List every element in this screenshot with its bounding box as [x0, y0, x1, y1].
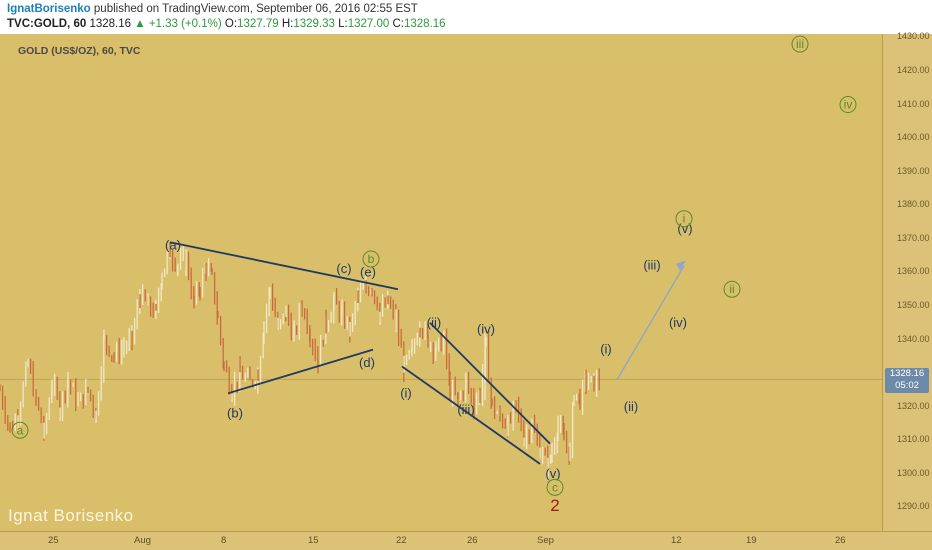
- time-axis[interactable]: 25 Aug 8 15 22 26 Sep 12 19 26: [0, 531, 932, 550]
- triangle-lower-line: [227, 348, 374, 395]
- open-value: 1327.79: [237, 18, 279, 30]
- price-tag-countdown: 05:02: [895, 380, 919, 391]
- price-tick: 1400.00: [897, 132, 930, 143]
- wave-label-blue: (i): [400, 385, 412, 400]
- author-link[interactable]: IgnatBorisenko: [7, 3, 91, 15]
- price-tick: 1310.00: [897, 434, 930, 445]
- triangle-upper-line: [169, 241, 399, 291]
- wave-label-green: c: [552, 480, 558, 494]
- projection-arrow-head: [676, 260, 686, 271]
- wave-label-green: iv: [844, 98, 853, 112]
- price-chart: (a) (b) (c) (d) (e) (i) (ii) (iii) (iv) (v) (i) (ii…: [0, 35, 882, 515]
- wave-circle-green: [723, 280, 741, 298]
- wave-label-blue: (i): [600, 342, 612, 357]
- time-tick: 19: [746, 535, 757, 546]
- price-tick: 1350.00: [897, 300, 930, 310]
- time-tick: 12: [671, 535, 682, 546]
- wave-label-green: b: [368, 252, 375, 266]
- wave-label-blue: (v): [545, 466, 560, 481]
- high-value: 1329.33: [293, 18, 335, 30]
- wave-circle-green: [839, 96, 857, 114]
- price-tag-value: 1328.16: [889, 368, 925, 379]
- author-watermark: Ignat Borisenko: [8, 506, 134, 525]
- wave-label-red: 2: [550, 496, 559, 515]
- price-tick: 1380.00: [897, 199, 930, 210]
- last-price: 1328.16: [89, 18, 132, 30]
- wave-label-blue: (iv): [477, 322, 495, 337]
- time-tick: 25: [48, 535, 59, 546]
- publish-text: published on TradingView.com, September …: [90, 3, 418, 15]
- price-tick: 1320.00: [897, 400, 930, 411]
- price-tick: 1370.00: [897, 232, 930, 243]
- open-label: O:: [224, 18, 238, 30]
- quote-line: TVC:GOLD, 60 1328.16 ▲ +1.33 (+0.1%) O:1…: [7, 18, 446, 30]
- wave-label-green: i: [683, 212, 686, 226]
- price-tick: 1290.00: [897, 501, 930, 512]
- wave-label-blue: (d): [359, 355, 375, 370]
- time-tick: Aug: [134, 535, 151, 546]
- price-tick: 1410.00: [897, 98, 930, 109]
- low-value: 1327.00: [347, 18, 390, 30]
- wave-label-blue: (e): [360, 264, 376, 279]
- channel-lower-line: [401, 365, 541, 465]
- chart-legend: GOLD (US$/OZ), 60, TVC: [18, 45, 141, 57]
- wave-circle-green: [546, 478, 564, 496]
- high-label: H:: [281, 18, 294, 30]
- time-tick: 26: [835, 535, 846, 546]
- plot-area[interactable]: (a) (b) (c) (d) (e) (i) (ii) (iii) (iv) (v) (i) (ii…: [0, 34, 882, 531]
- price-tick: 1340.00: [897, 333, 930, 344]
- price-tick: 1390.00: [897, 165, 930, 176]
- close-label: C:: [392, 18, 404, 30]
- wave-label-blue: (iv): [669, 315, 687, 330]
- close-value: 1328.16: [403, 18, 446, 30]
- price-tick: 1360.00: [897, 266, 930, 277]
- wave-label-green: ii: [729, 282, 734, 296]
- wave-label-blue: (b): [227, 405, 243, 420]
- wave-label-blue: (iii): [457, 402, 474, 417]
- price-axis[interactable]: 1430.00 1420.00 1410.00 1400.00 1390.00 1380.…: [882, 31, 932, 531]
- wave-label-blue: (ii): [624, 399, 638, 414]
- wave-label-blue: (a): [165, 238, 181, 253]
- wave-label-blue: (c): [336, 261, 351, 276]
- wave-label-green: iii: [796, 37, 804, 51]
- wave-label-blue: (ii): [427, 315, 441, 330]
- symbol-label[interactable]: TVC:GOLD, 60: [7, 18, 87, 30]
- time-tick: 8: [221, 535, 227, 546]
- change-up-icon: ▲: [134, 18, 146, 30]
- publish-line: IgnatBorisenko published on TradingView.…: [7, 3, 418, 15]
- wave-circle-green: [362, 250, 380, 268]
- projection-arrow-line: [616, 265, 685, 381]
- wave-circle-green: [791, 35, 809, 53]
- wave-circle-green: [675, 210, 693, 228]
- last-price-tag: 1328.16 05:02: [885, 368, 929, 393]
- price-tick: 1300.00: [897, 467, 930, 478]
- time-tick: 26: [467, 535, 478, 546]
- wave-label-green: a: [17, 423, 24, 437]
- price-tick: 1420.00: [897, 64, 930, 75]
- time-tick: Sep: [537, 535, 554, 546]
- price-tick: 1430.00: [897, 31, 930, 42]
- change-value: +1.33 (+0.1%): [148, 18, 222, 30]
- wave-circle-green: [11, 421, 29, 439]
- wave-label-blue: (iii): [643, 258, 660, 273]
- time-tick: 22: [396, 535, 407, 546]
- time-tick: 15: [308, 535, 319, 546]
- channel-upper-line: [429, 322, 551, 445]
- low-label: L:: [338, 18, 348, 30]
